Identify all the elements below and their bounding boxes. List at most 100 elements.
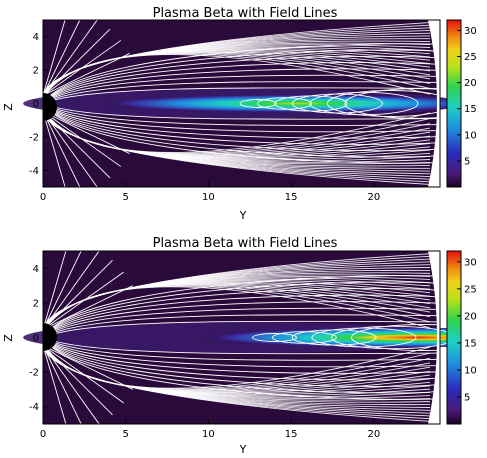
closed-field-loop [239, 99, 277, 108]
panel-1-current-sheet [23, 88, 460, 119]
panel-2-body [43, 323, 57, 351]
field-line [42, 103, 441, 152]
field-line [42, 345, 124, 404]
field-line [42, 11, 85, 96]
field-line [42, 337, 441, 355]
colorbar-tick-label: 5 [464, 156, 470, 167]
field-line [42, 111, 85, 196]
field-line [42, 62, 441, 104]
field-line [42, 103, 441, 133]
colorbar-tick-label: 10 [464, 365, 477, 376]
field-line [42, 281, 441, 338]
y-tick-label: -4 [29, 402, 39, 413]
panel-1-body [43, 93, 57, 121]
field-line [42, 343, 431, 422]
colorbar-tick-label: 15 [464, 104, 477, 115]
y-tick-label: -4 [29, 166, 39, 177]
x-tick-label: 0 [40, 429, 46, 440]
colorbar-tick-label: 20 [464, 78, 477, 89]
panel-2-colorbar-ticks: 5 10 15 20 25 30 [457, 257, 477, 403]
y-tick-label: 0 [33, 333, 39, 344]
field-line [42, 294, 441, 338]
domain-edge-mask [428, 20, 440, 187]
colorbar-tick-label: 20 [464, 311, 477, 322]
y-tick-label: -2 [29, 368, 39, 379]
colorbar-tick-label: 10 [464, 130, 477, 141]
field-line [42, 103, 441, 120]
field-line [42, 337, 441, 381]
panel-2-colorbar: 5 10 15 20 25 30 [446, 250, 477, 425]
x-tick-label: 10 [202, 192, 215, 203]
y-tick-label: 4 [33, 32, 39, 43]
field-line [42, 345, 100, 425]
field-line [42, 111, 98, 188]
field-line [42, 345, 86, 433]
field-line [42, 314, 441, 338]
sheet-core [51, 94, 449, 113]
field-line [42, 28, 111, 96]
field-line [42, 285, 134, 330]
field-line [42, 111, 130, 155]
panel-1-y-axis: 4 2 0 -2 -4 [29, 32, 48, 177]
sheet-core [51, 327, 449, 348]
field-line [42, 253, 431, 332]
x-tick-label: 15 [285, 429, 298, 440]
panel-1-colorbar-ticks: 5 10 15 20 25 30 [457, 26, 477, 167]
field-line [42, 320, 441, 338]
field-line [42, 52, 130, 96]
field-line [42, 40, 122, 96]
panel-2-ylabel: Z [2, 334, 15, 342]
field-line [42, 103, 441, 145]
panel-1-ylabel: Z [2, 103, 15, 111]
panel-1-plot [23, 6, 487, 201]
field-line [42, 103, 441, 126]
field-line [42, 345, 134, 390]
field-line [42, 111, 70, 201]
field-line [42, 337, 441, 394]
field-line [42, 288, 441, 338]
closed-field-loop [257, 97, 312, 110]
x-tick-label: 20 [367, 192, 380, 203]
colorbar-tick-label: 5 [464, 392, 470, 403]
field-line [42, 111, 111, 179]
field-line [42, 6, 70, 96]
panel-2: Plasma Beta with Field Lines 0 5 10 15 20 42… [2, 236, 487, 456]
panel-1: Plasma Beta with Field Lines 0 5 10 15 20 42… [2, 6, 487, 222]
closed-field-loop [351, 324, 487, 351]
field-line [42, 103, 441, 158]
x-tick-label: 15 [285, 192, 298, 203]
y-tick-label: 2 [33, 298, 39, 309]
y-tick-label: 0 [33, 99, 39, 110]
field-line [42, 87, 441, 104]
field-line [42, 111, 122, 167]
field-line [42, 49, 441, 104]
field-line [42, 307, 441, 338]
y-tick-label: -2 [29, 132, 39, 143]
panel-1-field-lines [42, 6, 487, 201]
panel-2-colorbar-bar [446, 250, 462, 425]
x-tick-label: 5 [123, 429, 129, 440]
panel-1-colorbar: 5 10 15 20 25 30 [446, 19, 477, 188]
panel-1-colorbar-bar [446, 19, 462, 188]
panel-2-xlabel: Y [239, 443, 247, 456]
y-tick-label: 4 [33, 264, 39, 275]
x-tick-label: 10 [202, 429, 215, 440]
y-tick-label: 2 [33, 66, 39, 77]
field-line [42, 81, 441, 104]
panel-2-title: Plasma Beta with Field Lines [153, 236, 338, 251]
colorbar-tick-label: 15 [464, 338, 477, 349]
field-line [42, 337, 441, 361]
domain-edge-mask [428, 251, 440, 424]
colorbar-tick-label: 30 [464, 257, 477, 268]
field-line [42, 271, 124, 330]
field-line [42, 103, 441, 139]
panel-1-x-axis: 0 5 10 15 20 [40, 182, 380, 203]
closed-field-loop [309, 91, 419, 116]
field-line [42, 337, 441, 368]
field-line [42, 68, 441, 104]
x-tick-label: 20 [367, 429, 380, 440]
field-line [42, 337, 441, 374]
x-tick-label: 5 [123, 192, 129, 203]
field-line [42, 55, 441, 104]
